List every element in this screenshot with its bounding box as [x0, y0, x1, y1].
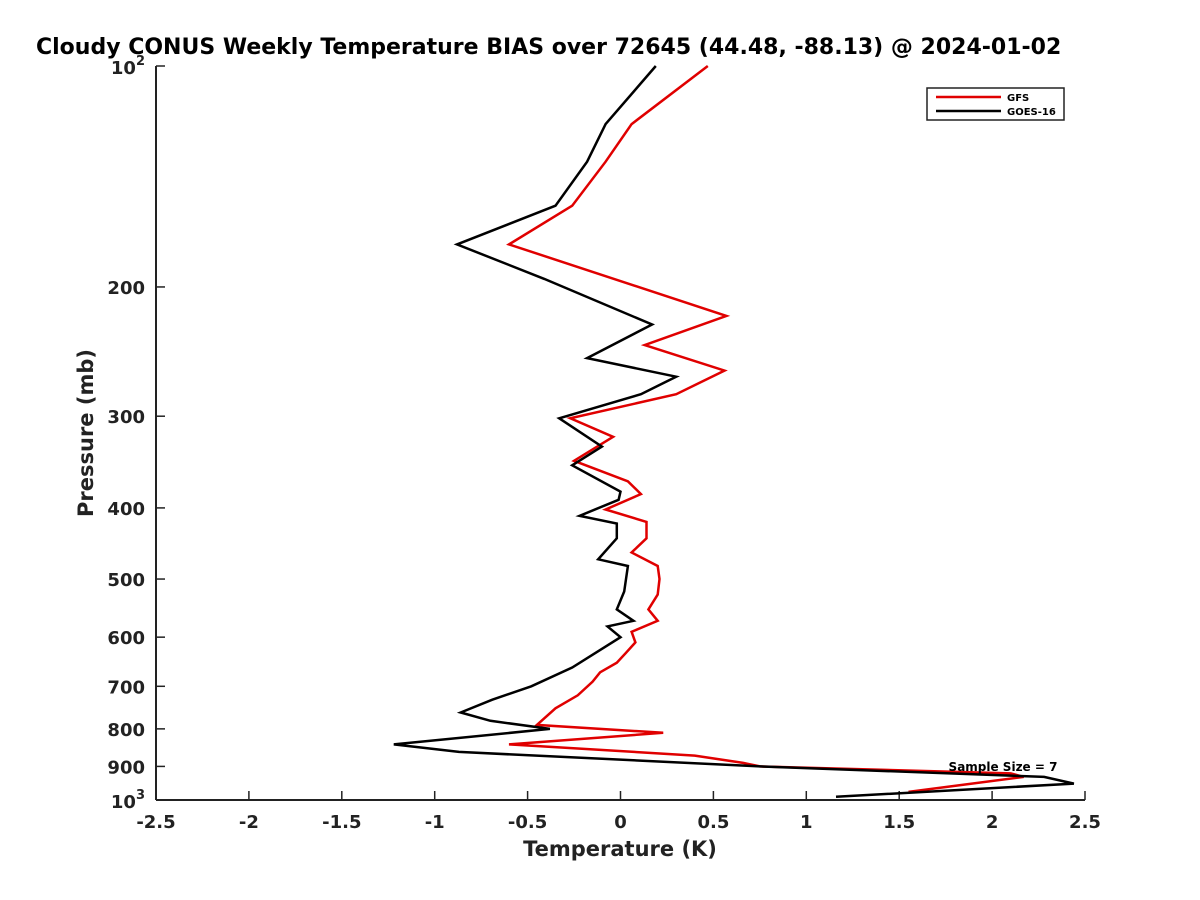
y-tick-label: 102	[111, 54, 145, 79]
x-tick-label: 2	[986, 812, 999, 833]
y-tick-label: 400	[107, 499, 145, 520]
chart-legend: GFS GOES-16	[926, 87, 1065, 121]
x-tick-label: 0.5	[697, 812, 729, 833]
legend-label: GFS	[1007, 93, 1029, 104]
x-tick-label: -2	[239, 812, 259, 833]
x-tick-label: -1.5	[322, 812, 361, 833]
x-tick-label: -1	[425, 812, 445, 833]
sample-size-annotation: Sample Size = 7	[949, 760, 1058, 774]
y-tick-label: 500	[107, 570, 145, 591]
chart-title: Cloudy CONUS Weekly Temperature BIAS ove…	[36, 35, 1061, 60]
y-tick-label: 800	[107, 720, 145, 741]
y-tick-label: 103	[111, 788, 145, 813]
x-tick-label: 1.5	[883, 812, 915, 833]
y-tick-label: 300	[107, 407, 145, 428]
series-line-goes-16	[393, 65, 1075, 799]
legend-box	[926, 87, 1065, 121]
y-axis-label: Pressure (mb)	[74, 349, 98, 517]
x-axis-ticks: -2.5 -2 -1.5 -1 -0.5 0 0.5 1 1.5 2 2.5	[136, 791, 1101, 833]
legend-label: GOES-16	[1007, 107, 1056, 118]
x-tick-label: 2.5	[1069, 812, 1101, 833]
x-tick-label: 0	[614, 812, 627, 833]
x-axis-label: Temperature (K)	[523, 837, 717, 861]
y-tick-label: 600	[107, 628, 145, 649]
y-tick-label: 700	[107, 677, 145, 698]
y-tick-label: 200	[107, 278, 145, 299]
series-line-gfs	[506, 65, 1025, 794]
x-tick-label: 1	[800, 812, 813, 833]
y-axis-ticks: 102 200 300 400 500 600 700 800 900 103	[107, 54, 165, 813]
x-tick-label: -2.5	[136, 812, 175, 833]
x-tick-label: -0.5	[508, 812, 547, 833]
y-tick-label: 900	[107, 757, 145, 778]
series-lines	[393, 65, 1075, 799]
